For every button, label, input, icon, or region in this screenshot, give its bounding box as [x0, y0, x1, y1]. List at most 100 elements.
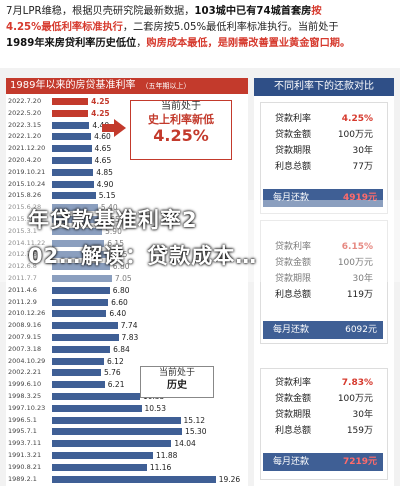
intro-text-segment: ，二套房按5.05%最低利率标准执行。当前处于 — [122, 22, 339, 33]
rate-history-title-text: 1989年以来的房贷基准利率 — [10, 80, 136, 91]
rate-date-label: 1998.3.25 — [8, 392, 42, 400]
card-row: 利息总额 77万 — [267, 159, 381, 175]
rate-value-label: 15.12 — [183, 415, 205, 425]
arrow-icon — [114, 119, 126, 137]
monthly-payment-bar: 每月还款 6092元 — [263, 321, 383, 339]
rate-value-label: 5.90 — [105, 226, 122, 236]
rate-bar — [52, 357, 105, 365]
rate-history-subtitle: （五年期以上） — [141, 82, 191, 90]
rate-value-label: 6.12 — [107, 356, 124, 366]
rate-row: 1990.8.21 11.16 — [6, 462, 248, 473]
rate-bar — [52, 404, 142, 412]
rate-row: 2002.2.21 5.76 — [6, 367, 248, 378]
card-row-key: 利息总额 — [275, 162, 312, 172]
rate-value-label: 5.65 — [103, 215, 120, 224]
rate-bar — [52, 286, 110, 294]
rate-date-label: 2012.7.6 — [8, 250, 37, 259]
rate-bar — [52, 157, 92, 164]
rate-bar — [52, 192, 96, 200]
rate-bar — [52, 145, 92, 153]
rate-date-label: 2015.3.1 — [8, 226, 37, 235]
rate-bar — [52, 334, 119, 341]
intro-text-red: 按 — [311, 6, 322, 17]
repayment-card-2: 贷款利率 6.15% 贷款金额 100万元 贷款期限 30年 利息总额 119万 每月还… — [260, 220, 388, 344]
rate-date-label: 2004.10.29 — [8, 356, 46, 365]
rate-date-label: 2011.4.6 — [8, 285, 37, 294]
rate-date-label: 2019.10.21 — [8, 167, 46, 176]
rate-row: 2019.10.21 4.85 — [6, 167, 248, 178]
monthly-payment-value: 6092元 — [345, 325, 377, 335]
rate-value-label: 11.88 — [155, 451, 178, 460]
rate-bar — [52, 310, 107, 318]
card-row-value: 119万 — [346, 290, 373, 300]
rate-date-label: 2015.10.24 — [8, 179, 46, 188]
rate-date-label: 2021.12.20 — [8, 144, 46, 153]
rate-bar — [52, 345, 111, 353]
rate-bar — [52, 98, 89, 105]
card-row-key: 贷款金额 — [275, 394, 312, 404]
rate-row: 1989.2.1 19.26 — [6, 474, 248, 485]
rate-bar — [52, 463, 147, 471]
rate-row: 2007.3.18 6.84 — [6, 344, 248, 355]
rate-row: 2015.8.26 5.15 — [6, 190, 248, 201]
intro-text-bold: 103城中已有74城首套房 — [194, 6, 312, 17]
card-row: 贷款期限 30年 — [267, 271, 381, 287]
rate-bar — [52, 263, 110, 271]
card-row-value: 30年 — [352, 274, 373, 284]
rate-date-label: 2012.6.8 — [8, 262, 37, 271]
callout-rate: 4.25% — [153, 126, 209, 145]
card-row-key: 贷款金额 — [275, 130, 312, 140]
card-row-value: 100万元 — [337, 258, 373, 268]
rate-date-label: 2010.12.26 — [8, 309, 46, 318]
repayment-comparison-title: 不同利率下的还款对比 — [254, 78, 394, 96]
rate-row: 2014.11.22 6.15 — [6, 238, 248, 249]
card-row: 贷款利率 4.25% — [267, 111, 381, 127]
rate-value-label: 6.15 — [107, 238, 124, 248]
rate-value-label: 4.25 — [91, 97, 110, 106]
rate-date-label: 1997.10.23 — [8, 403, 46, 412]
card-row-key: 贷款利率 — [275, 242, 312, 252]
card-row-key: 贷款金额 — [275, 258, 312, 268]
card-row-value: 159万 — [346, 426, 373, 436]
rate-bar — [52, 251, 108, 259]
rate-row: 2020.4.20 4.65 — [6, 155, 248, 166]
rate-row: 1993.7.11 14.04 — [6, 438, 248, 449]
rate-row: 2015.3.1 5.90 — [6, 226, 248, 237]
rate-bar — [52, 239, 105, 247]
arrow-shaft — [102, 124, 116, 132]
callout-history-1: 当前处于 历史 — [140, 366, 214, 398]
rate-date-label: 2007.9.15 — [8, 333, 42, 341]
rate-history-title: 1989年以来的房贷基准利率 （五年期以上） — [6, 78, 248, 94]
rate-bar — [52, 227, 103, 235]
rate-row: 2015.6.28 5.40 — [6, 202, 248, 213]
rate-date-label: 2022.7.20 — [8, 97, 42, 105]
rate-value-label: 11.16 — [149, 462, 172, 472]
rate-date-label: 2015.5.11 — [8, 215, 42, 223]
rate-value-label: 4.90 — [96, 179, 114, 189]
rate-value-label: 4.25 — [91, 108, 110, 118]
headline-line-1: 年贷款基准利率2 — [28, 208, 198, 232]
rate-date-label: 2002.2.21 — [8, 368, 42, 377]
intro-text: 7月LPR维稳，根据贝壳研究院最新数据，103城中已有74城首套房按 4.25%… — [0, 0, 400, 68]
rate-value-label: 6.21 — [107, 380, 125, 390]
rate-row: 2022.7.20 4.25 — [6, 96, 248, 107]
rate-row: 1995.7.1 15.30 — [6, 426, 248, 437]
rate-date-label: 1993.7.11 — [8, 439, 42, 448]
card-row: 贷款金额 100万元 — [267, 127, 381, 143]
rate-row: 2015.10.24 4.90 — [6, 179, 248, 190]
rate-value-label: 7.05 — [114, 274, 132, 283]
intro-line-2: 4.25%最低利率标准执行，二套房按5.05%最低利率标准执行。当前处于 — [6, 20, 394, 36]
repayment-card-3: 贷款利率 7.83% 贷款金额 100万元 贷款期限 30年 利息总额 159万 每月还… — [260, 368, 388, 480]
rate-value-label: 5.76 — [103, 368, 121, 378]
intro-text-segment: ， — [136, 38, 147, 49]
monthly-payment-label: 每月还款 — [273, 193, 310, 203]
card-row-key: 贷款期限 — [275, 274, 312, 284]
rate-bar — [52, 452, 153, 459]
monthly-payment-value: 4919元 — [342, 193, 377, 203]
rate-date-label: 2011.7.7 — [8, 274, 37, 282]
rate-value-label: 7.74 — [120, 321, 138, 331]
intro-text-segment: 7月LPR维稳，根据贝壳研究院最新数据， — [6, 6, 195, 17]
rate-row: 2007.9.15 7.83 — [6, 332, 248, 343]
rate-row: 2022.3.15 4.40 — [6, 120, 248, 131]
intro-line-1: 7月LPR维稳，根据贝壳研究院最新数据，103城中已有74城首套房按 — [6, 4, 394, 20]
